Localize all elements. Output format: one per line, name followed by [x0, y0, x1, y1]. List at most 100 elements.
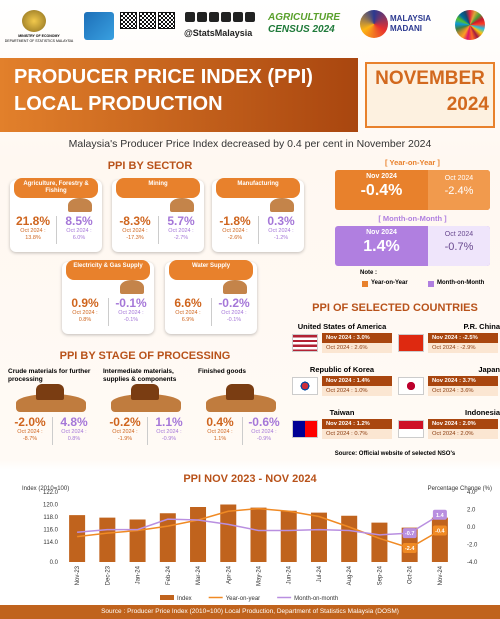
- bar: [371, 522, 388, 562]
- yoy-value: 6.6%: [174, 296, 202, 310]
- sector-card: Mining -8.3% 5.7% Oct 2024 : Oct 2024 : -17.3…: [112, 178, 204, 252]
- sector-name: Agriculture, Forestry & Fishing: [14, 178, 98, 198]
- country-oct: Oct 2024 : 2.6%: [322, 343, 392, 353]
- qr-code: [158, 12, 175, 29]
- yoy-oct-value: 6.9%: [181, 317, 195, 323]
- country-nov: Nov 2024 : -2.5%: [428, 333, 498, 343]
- bar: [310, 512, 327, 562]
- nov-label: Nov 2024: [366, 229, 397, 236]
- line: [77, 514, 441, 536]
- divider: [52, 417, 53, 445]
- y-tick-label: 0.0: [50, 560, 59, 566]
- oct-label: Oct 2024 :: [66, 228, 92, 234]
- country-name: Japan: [478, 365, 500, 374]
- flag: [292, 334, 318, 352]
- date-box: [365, 62, 495, 128]
- y2-axis-label: Percentage Change (%): [428, 486, 492, 492]
- value-label-box: [432, 525, 447, 536]
- sector-card: Manufacturing -1.8% 0.3% Oct 2024 : Oct 2024…: [212, 178, 304, 252]
- sector-card: Electricity & Gas Supply 0.9% -0.1% Oct 202…: [62, 260, 154, 334]
- country-nov: Nov 2024 : 1.4%: [322, 376, 392, 386]
- mom-oct-value: 6.0%: [72, 235, 86, 241]
- stage-name: Finished goods: [198, 368, 247, 375]
- sector-name: Mining: [116, 178, 200, 198]
- oct-label: Oct 2024 :: [221, 310, 247, 316]
- legend-label: Year-on-year: [226, 596, 260, 602]
- headline-label: [ Month-on-Month ]: [378, 214, 447, 223]
- x-tick-label: May-24: [257, 565, 263, 586]
- ministry: MINISTRY OF ECONOMY: [18, 34, 60, 38]
- sector-name: Manufacturing: [216, 178, 300, 198]
- mom-oct-value: -1.2%: [273, 235, 289, 241]
- bar: [69, 515, 86, 562]
- value-label: 1.4: [436, 513, 445, 519]
- oct-label: Oct 2024 :: [268, 228, 294, 234]
- oct-label: Oct 2024 :: [20, 228, 46, 234]
- value-label-box: [432, 509, 447, 520]
- stage-icon: [226, 384, 254, 400]
- country-nov: Nov 2024 : 2.0%: [428, 419, 498, 429]
- mom-value: 8.5%: [65, 214, 93, 228]
- sector-icon: [120, 280, 144, 294]
- mom-value: 5.7%: [167, 214, 195, 228]
- headline-box-right: [428, 170, 490, 210]
- value-label-box: [402, 543, 417, 553]
- y-tick-label: 118.0: [43, 515, 58, 521]
- note-swatch: [362, 281, 368, 287]
- x-tick-label: Jul-24: [317, 565, 323, 582]
- flag: [398, 334, 424, 352]
- oct-label: Oct 2024 :: [156, 429, 182, 435]
- oct-label: Oct 2024: [444, 231, 474, 238]
- divider: [158, 216, 159, 244]
- flag: [292, 420, 318, 438]
- census-logo-2: CENSUS 2024: [268, 24, 335, 35]
- oct-label: Oct 2024: [444, 175, 474, 182]
- oct-label: Oct 2024 :: [61, 429, 87, 435]
- chart-title: PPI NOV 2023 - NOV 2024: [183, 473, 317, 485]
- y-tick-label: 116.0: [43, 528, 58, 534]
- mom-oct-value: 0.8%: [67, 436, 81, 442]
- divider: [242, 417, 243, 445]
- yoy-value: 21.8%: [15, 214, 51, 228]
- divider: [56, 216, 57, 244]
- country-nov: Nov 2024 : 3.7%: [428, 376, 498, 386]
- bar: [220, 504, 237, 562]
- x-tick-label: Dec-23: [105, 565, 111, 585]
- oct-value: -2.4%: [444, 185, 474, 197]
- yoy-value: 0.4%: [206, 415, 234, 429]
- madani-logo: [360, 10, 388, 38]
- sector-card: Agriculture, Forestry & Fishing 21.8% 8.5%…: [10, 178, 102, 252]
- yoy-oct-value: -1.9%: [117, 436, 133, 442]
- oct-value: -0.7%: [444, 241, 474, 253]
- social-icon: [209, 12, 219, 22]
- sector-icon: [68, 198, 92, 212]
- oct-label: Oct 2024 :: [112, 429, 138, 435]
- qr-code: [139, 12, 156, 29]
- x-tick-label: Feb-24: [166, 565, 172, 585]
- divider: [147, 417, 148, 445]
- x-tick-label: Jun-24: [287, 565, 293, 584]
- title-line: LOCAL PRODUCTION: [14, 93, 223, 115]
- social-icon: [197, 12, 207, 22]
- value-label: -0.4: [435, 529, 445, 535]
- yoy-value: -8.3%: [119, 214, 151, 228]
- bar: [129, 519, 146, 562]
- social-icon: [233, 12, 243, 22]
- yoy-value: -2.0%: [14, 415, 46, 429]
- yoy-oct-value: -2.6%: [227, 235, 243, 241]
- y-tick-label: 114.0: [43, 540, 58, 546]
- bar: [250, 507, 267, 562]
- country-name: Republic of Korea: [309, 365, 375, 374]
- x-tick-label: Aug-24: [347, 565, 353, 585]
- stage-icon: [36, 384, 64, 400]
- legend-swatch: [160, 595, 174, 600]
- yoy-value: -1.8%: [219, 214, 251, 228]
- year: 2024: [446, 94, 489, 115]
- handle: @StatsMalaysia: [184, 28, 253, 38]
- oct-label: Oct 2024 :: [207, 429, 233, 435]
- nov-value: -0.4%: [360, 182, 403, 199]
- country-oct: Oct 2024 : 1.0%: [322, 386, 392, 396]
- social-icon: [245, 12, 255, 22]
